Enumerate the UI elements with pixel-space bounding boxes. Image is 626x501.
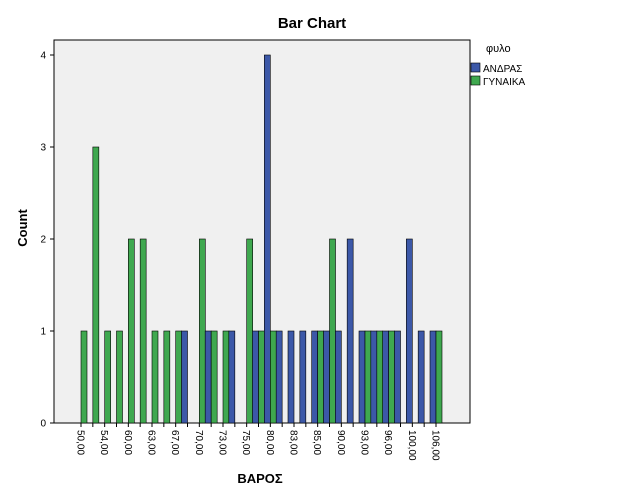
bar-series-1-27 — [394, 330, 401, 424]
x-tick-label: 73,00 — [217, 430, 228, 455]
bar-series-1-26 — [382, 330, 389, 424]
legend-label-series-1: ΑΝΔΡΑΣ — [483, 64, 522, 75]
bar-series-2-0 — [80, 330, 88, 424]
bar-series-1-24 — [358, 330, 366, 424]
bar-series-1-18 — [287, 330, 295, 424]
bar-series-1-30 — [429, 330, 437, 424]
x-tick-label: 54,00 — [98, 430, 109, 455]
x-tick-label: 90,00 — [335, 430, 346, 455]
chart-title: Bar Chart — [278, 15, 346, 32]
legend-label-series-2: ΓΥΝΑΙΚΑ — [483, 77, 526, 88]
x-tick-label: 106,00 — [430, 430, 441, 461]
x-tick-label: 50,00 — [75, 430, 86, 455]
legend-swatch-series-1 — [470, 62, 481, 73]
bar-series-1-21 — [323, 330, 330, 424]
bar-series-2-20 — [317, 330, 324, 424]
bar-series-1-19 — [299, 330, 307, 424]
x-tick-label: 67,00 — [169, 430, 180, 455]
bar-series-1-9 — [181, 330, 188, 424]
bar-series-1-25 — [370, 330, 378, 424]
x-tick-label: 100,00 — [406, 430, 417, 461]
x-tick-label: 70,00 — [193, 430, 204, 455]
bar-series-2-14 — [246, 238, 253, 424]
y-tick-label: 4 — [40, 51, 46, 62]
x-axis-title: ΒΑΡΟΣ — [237, 471, 283, 486]
y-tick-label: 1 — [40, 327, 46, 338]
x-tick-label: 80,00 — [264, 430, 275, 455]
bar-series-2-15 — [258, 330, 265, 424]
bar-series-1-22 — [335, 330, 342, 424]
bar-series-2-21 — [329, 238, 336, 424]
bar-series-1-11 — [204, 330, 212, 424]
bar-series-1-29 — [417, 330, 425, 424]
bar-series-2-2 — [104, 330, 111, 424]
x-tick-label: 96,00 — [382, 430, 393, 455]
bar-series-2-24 — [364, 330, 372, 424]
x-tick-label: 83,00 — [288, 430, 299, 455]
x-tick-label: 93,00 — [359, 430, 370, 455]
bar-series-2-12 — [222, 330, 230, 424]
bar-series-2-4 — [128, 238, 135, 424]
bar-series-2-7 — [163, 330, 171, 424]
y-tick-label: 3 — [40, 143, 46, 154]
bar-series-2-6 — [151, 330, 159, 424]
bar-series-2-5 — [139, 238, 147, 424]
y-axis-title: Count — [15, 209, 30, 247]
bar-series-1-13 — [228, 330, 236, 424]
y-tick-label: 0 — [40, 419, 46, 430]
bar-series-1-15 — [252, 330, 259, 424]
x-tick-label: 85,00 — [311, 430, 322, 455]
bar-series-2-1 — [92, 146, 100, 424]
bar-series-1-17 — [275, 330, 283, 424]
y-tick-label: 2 — [40, 235, 46, 246]
x-tick-label: 60,00 — [122, 430, 133, 455]
bar-series-1-20 — [311, 330, 318, 424]
bar-series-2-25 — [376, 330, 384, 424]
legend-title: φυλο — [486, 43, 511, 55]
bar-series-1-23 — [346, 238, 354, 424]
x-tick-label: 75,00 — [240, 430, 251, 455]
x-axis: 50,00 54,00 60,00 63,00 67,00 70,00 73,00 75,00… — [75, 423, 441, 461]
bar-series-2-11 — [210, 330, 218, 424]
bar-series-2-3 — [116, 330, 123, 424]
y-axis: 0 1 2 3 4 — [40, 51, 54, 430]
bar-series-2-8 — [175, 330, 182, 424]
legend: φυλο ΑΝΔΡΑΣ ΓΥΝΑΙΚΑ — [470, 43, 526, 88]
bar-series-1-16 — [264, 54, 271, 424]
legend-swatch-series-2 — [470, 75, 481, 86]
bar-series-1-28 — [406, 238, 413, 424]
bar-series-2-16 — [270, 330, 277, 424]
bar-series-2-10 — [199, 238, 206, 424]
bar-series-2-30 — [435, 330, 443, 424]
bar-series-2-26 — [388, 330, 395, 424]
x-tick-label: 63,00 — [146, 430, 157, 455]
bars-group — [80, 54, 443, 424]
